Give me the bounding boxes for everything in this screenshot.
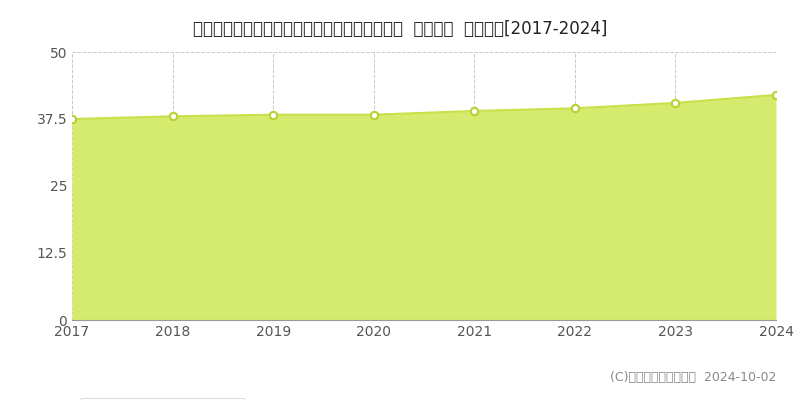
Text: 新潟県新潟市中央区出来島２丁目２８１番１外  基準地価  地価推移[2017-2024]: 新潟県新潟市中央区出来島２丁目２８１番１外 基準地価 地価推移[2017-202… (193, 20, 607, 38)
Point (66, 116, 78, 122)
Point (367, 112, 380, 118)
Point (569, 105, 582, 112)
Point (770, 92, 782, 98)
Legend: 基準地価  平均坪単価(万円/坪): 基準地価 平均坪単価(万円/坪) (79, 398, 246, 400)
Point (669, 100, 682, 106)
Point (166, 113, 179, 120)
Text: (C)土地価格ドットコム  2024-10-02: (C)土地価格ドットコム 2024-10-02 (610, 371, 776, 384)
Point (266, 112, 279, 118)
Point (468, 108, 481, 114)
